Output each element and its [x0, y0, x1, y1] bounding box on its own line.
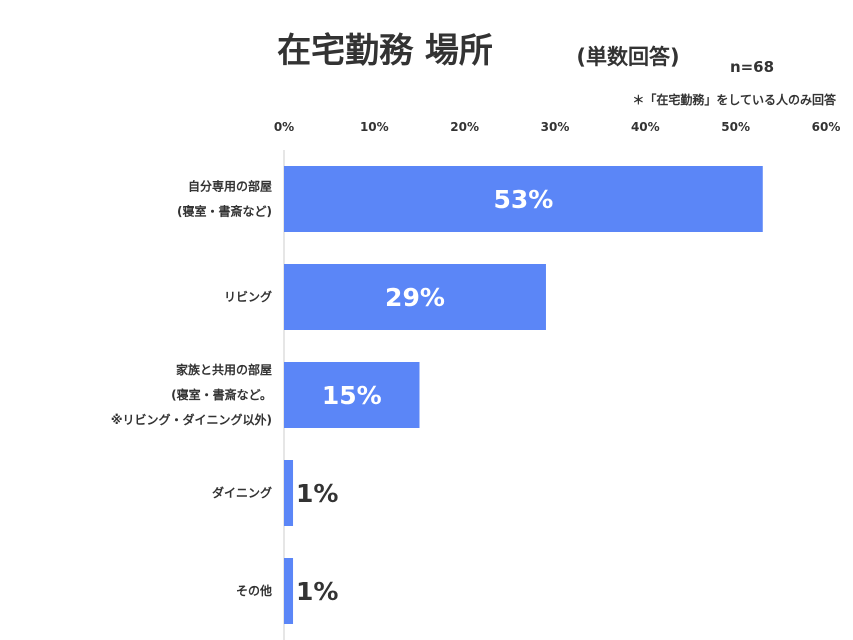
x-tick-label: 30% — [541, 120, 570, 134]
category-label: (寝室・書斎など。 — [171, 387, 272, 402]
x-axis-ticks: 0% 10% 20% 30% 40% 50% 60% — [274, 120, 841, 134]
data-label: 1% — [296, 479, 338, 508]
category-label: リビング — [224, 289, 272, 304]
data-label: 1% — [296, 577, 338, 606]
x-tick-label: 50% — [721, 120, 750, 134]
x-tick-label: 20% — [450, 120, 479, 134]
data-label: 29% — [385, 283, 445, 312]
chart-title: 在宅勤務 場所 — [277, 31, 493, 71]
bar — [284, 166, 763, 232]
chart-subtitle: (単数回答) — [576, 45, 679, 69]
bar — [284, 558, 294, 624]
x-tick-label: 0% — [274, 120, 294, 134]
bars — [284, 166, 763, 624]
data-labels: 53% 29% 15% 1% 1% — [296, 185, 553, 606]
category-label: ダイニング — [212, 485, 272, 500]
category-label: ※リビング・ダイニング以外) — [111, 412, 272, 427]
x-tick-label: 10% — [360, 120, 389, 134]
chart-note: ＊「在宅勤務」をしている人のみ回答 — [632, 92, 837, 107]
bar — [284, 264, 546, 330]
bar — [284, 460, 294, 526]
x-tick-label: 40% — [631, 120, 660, 134]
data-label: 15% — [322, 381, 382, 410]
bar — [284, 362, 420, 428]
category-label: 自分専用の部屋 — [188, 179, 272, 194]
category-label: その他 — [236, 583, 272, 598]
x-tick-label: 60% — [812, 120, 841, 134]
sample-size-label: n=68 — [730, 58, 774, 76]
data-label: 53% — [493, 185, 553, 214]
category-label: 家族と共用の部屋 — [176, 362, 272, 377]
category-label: (寝室・書斎など) — [177, 204, 272, 219]
